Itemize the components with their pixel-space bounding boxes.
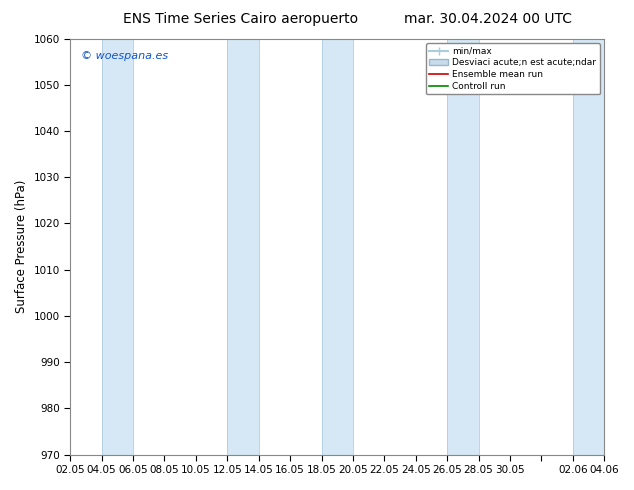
Legend: min/max, Desviaci acute;n est acute;ndar, Ensemble mean run, Controll run: min/max, Desviaci acute;n est acute;ndar… bbox=[426, 43, 600, 95]
Bar bbox=[101, 39, 133, 455]
Text: © woespana.es: © woespana.es bbox=[81, 51, 168, 61]
Text: mar. 30.04.2024 00 UTC: mar. 30.04.2024 00 UTC bbox=[404, 12, 572, 26]
Bar bbox=[573, 39, 604, 455]
Bar bbox=[447, 39, 479, 455]
Text: ENS Time Series Cairo aeropuerto: ENS Time Series Cairo aeropuerto bbox=[124, 12, 358, 26]
Bar bbox=[321, 39, 353, 455]
Y-axis label: Surface Pressure (hPa): Surface Pressure (hPa) bbox=[15, 180, 28, 313]
Bar bbox=[227, 39, 259, 455]
